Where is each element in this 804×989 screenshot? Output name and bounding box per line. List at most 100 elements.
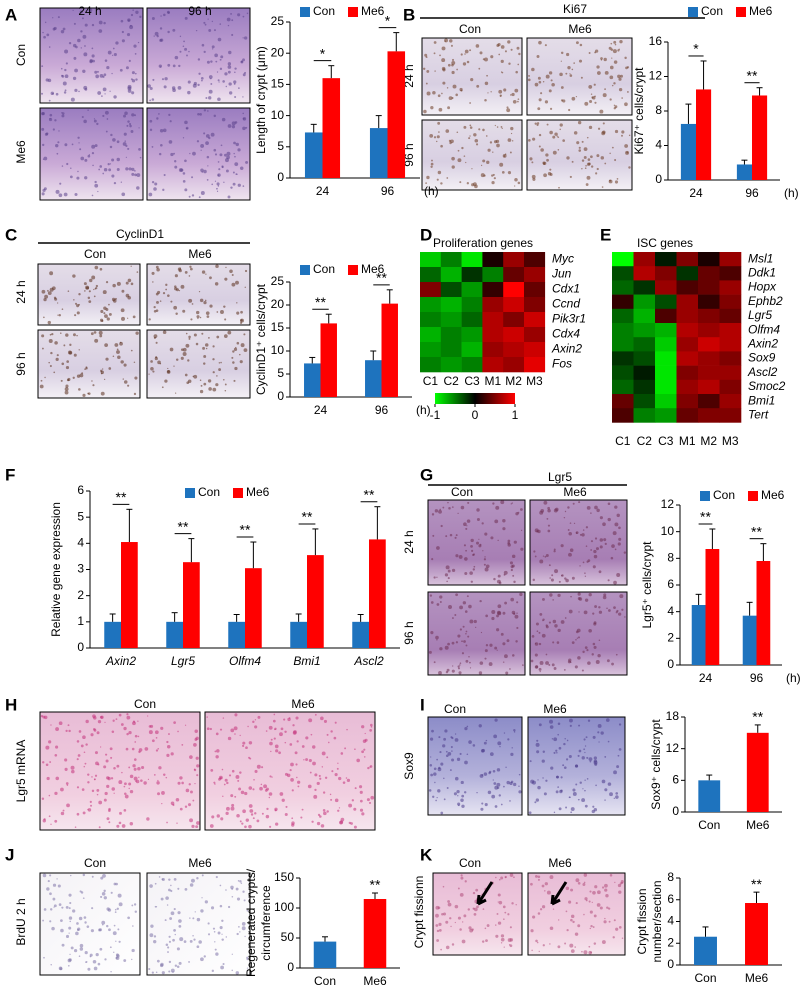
cell-texture: [201, 270, 206, 274]
cell-texture: [445, 129, 450, 133]
cell-texture: [161, 971, 165, 975]
bar: [304, 363, 321, 397]
cell-texture: [91, 152, 95, 155]
cell-texture: [191, 824, 195, 828]
cell-texture: [103, 73, 107, 77]
y-tick-label: 100: [274, 900, 294, 914]
heatmap-cell: [461, 297, 483, 313]
cell-texture: [49, 113, 53, 117]
cell-texture: [231, 121, 236, 126]
cell-texture: [62, 81, 67, 86]
cell-texture: [168, 878, 171, 881]
cell-texture: [433, 576, 436, 579]
cell-texture: [237, 183, 241, 187]
cell-texture: [494, 805, 498, 808]
significance: **: [116, 489, 127, 505]
cell-texture: [134, 173, 137, 177]
cell-texture: [522, 664, 524, 667]
cell-texture: [613, 919, 616, 922]
cell-texture: [86, 925, 90, 928]
y-axis-label: Length of crypt (μm): [254, 46, 268, 154]
cell-texture: [438, 670, 442, 675]
cell-texture: [216, 335, 220, 339]
cell-texture: [84, 23, 88, 27]
bar: [752, 95, 768, 180]
cell-texture: [78, 90, 80, 93]
cell-texture: [504, 601, 507, 605]
cell-texture: [109, 90, 111, 92]
image-label: Con: [84, 247, 106, 261]
cell-texture: [584, 897, 588, 901]
cell-texture: [53, 371, 56, 374]
cell-texture: [175, 358, 179, 361]
cell-texture: [64, 89, 67, 92]
cell-texture: [151, 98, 155, 101]
cell-texture: [224, 778, 228, 782]
cell-texture: [197, 58, 201, 61]
cell-texture: [423, 109, 427, 114]
cell-texture: [170, 889, 173, 893]
cell-texture: [539, 559, 544, 564]
row-label: Sox9: [748, 351, 776, 365]
cell-texture: [459, 928, 462, 931]
cell-texture: [279, 792, 284, 796]
cell-texture: [154, 356, 158, 361]
cell-texture: [467, 501, 470, 504]
cell-texture: [549, 577, 551, 579]
cell-texture: [65, 782, 69, 785]
cell-texture: [480, 631, 483, 634]
cell-texture: [218, 362, 221, 364]
cell-texture: [496, 126, 499, 128]
cell-texture: [100, 876, 104, 880]
column-label: C1: [615, 434, 631, 448]
cell-texture: [244, 825, 247, 829]
cell-texture: [249, 809, 254, 813]
cell-texture: [493, 734, 498, 739]
cell-texture: [502, 527, 506, 531]
cell-texture: [547, 506, 551, 510]
micrograph: [427, 591, 526, 676]
cell-texture: [135, 331, 139, 335]
cell-texture: [81, 788, 85, 791]
cell-texture: [110, 133, 113, 137]
cell-texture: [443, 798, 446, 801]
cell-texture: [557, 722, 561, 726]
cell-texture: [310, 733, 313, 736]
cell-texture: [503, 732, 506, 734]
cell-texture: [196, 764, 200, 768]
cell-texture: [557, 136, 560, 139]
cell-texture: [75, 45, 78, 49]
cell-texture: [615, 792, 619, 795]
cell-texture: [76, 740, 80, 743]
cell-texture: [78, 388, 81, 391]
cell-texture: [56, 878, 58, 880]
cell-texture: [292, 724, 295, 727]
cell-texture: [530, 779, 535, 784]
cell-texture: [451, 506, 454, 508]
cell-texture: [98, 800, 103, 805]
cell-texture: [55, 92, 59, 96]
cell-texture: [494, 785, 499, 790]
cell-texture: [93, 716, 97, 720]
cell-texture: [217, 185, 220, 187]
legend-label: Con: [313, 4, 335, 18]
cell-texture: [149, 119, 153, 123]
cell-texture: [537, 779, 539, 781]
cell-texture: [359, 785, 363, 789]
cell-texture: [364, 738, 368, 742]
cell-texture: [225, 936, 228, 938]
cell-texture: [578, 149, 582, 152]
cell-texture: [110, 756, 113, 759]
cell-texture: [577, 120, 582, 125]
cell-texture: [455, 93, 458, 97]
cell-texture: [117, 928, 120, 931]
cell-texture: [50, 964, 52, 966]
cell-texture: [466, 725, 469, 728]
cell-texture: [576, 141, 580, 145]
cell-texture: [107, 776, 111, 781]
cell-texture: [87, 967, 91, 971]
cell-texture: [184, 805, 188, 808]
cell-texture: [478, 671, 483, 675]
cell-texture: [162, 291, 166, 295]
cell-texture: [190, 267, 193, 271]
